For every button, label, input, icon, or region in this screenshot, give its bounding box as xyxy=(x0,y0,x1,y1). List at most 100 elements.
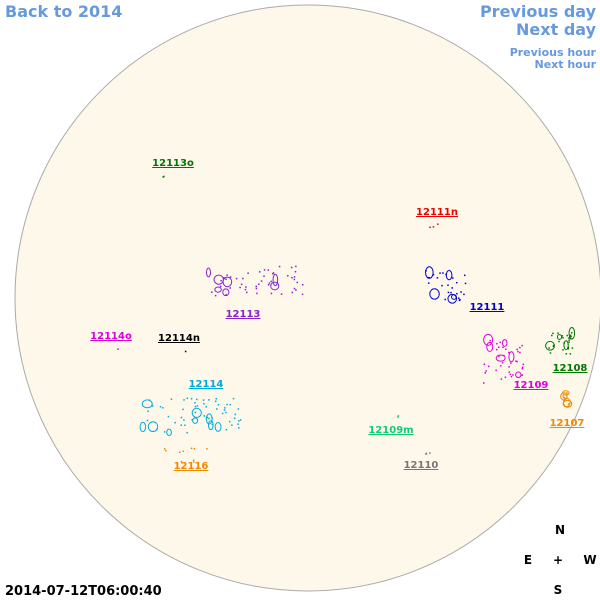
spot xyxy=(463,293,465,296)
spot xyxy=(459,298,461,301)
region-label[interactable]: 12109 xyxy=(514,380,549,391)
spot xyxy=(464,282,467,285)
spot xyxy=(489,339,491,342)
region-label[interactable]: 12114n xyxy=(158,333,200,344)
back-link[interactable]: Back to 2014 xyxy=(5,2,122,21)
region-label[interactable]: 12111 xyxy=(470,302,505,313)
spot xyxy=(159,405,162,408)
spot-contour xyxy=(214,286,222,293)
spot-contour xyxy=(556,334,563,340)
spot xyxy=(568,337,570,339)
compass-center: + xyxy=(553,553,563,567)
spot xyxy=(190,397,193,400)
region-label[interactable]: 12110 xyxy=(404,460,439,471)
spot xyxy=(496,342,498,345)
spot xyxy=(192,459,195,461)
spot-contour xyxy=(207,420,214,431)
spot xyxy=(552,345,555,348)
spot xyxy=(278,265,281,268)
spot xyxy=(205,406,207,408)
spot xyxy=(208,399,210,401)
spot xyxy=(225,278,227,280)
spot-contour xyxy=(562,390,570,396)
spot xyxy=(196,405,199,407)
compass-south: S xyxy=(554,583,563,597)
spot-contour xyxy=(568,326,576,340)
region-label[interactable]: 12108 xyxy=(553,363,588,374)
spot xyxy=(429,226,431,229)
spot xyxy=(291,291,294,294)
spot xyxy=(521,344,523,347)
spot xyxy=(170,398,173,400)
spot xyxy=(272,272,274,275)
spot xyxy=(551,334,553,337)
spot xyxy=(562,337,564,339)
spot xyxy=(483,363,486,365)
region-label[interactable]: 12116 xyxy=(174,461,209,472)
spot xyxy=(561,335,564,337)
spot xyxy=(566,392,568,394)
previous-hour-link[interactable]: Previous hour xyxy=(510,46,597,59)
spot xyxy=(499,365,502,367)
spot-contour xyxy=(445,270,453,281)
spot xyxy=(255,285,257,288)
spot xyxy=(221,412,224,415)
spot xyxy=(180,416,183,419)
previous-day-link[interactable]: Previous day xyxy=(480,2,597,21)
spot xyxy=(569,334,572,337)
spot xyxy=(563,400,566,402)
spot xyxy=(457,297,460,299)
spot xyxy=(512,374,514,376)
spot xyxy=(447,284,449,286)
spot xyxy=(163,448,166,450)
spot xyxy=(516,348,518,351)
spot xyxy=(502,346,504,348)
spot xyxy=(239,286,241,289)
spot xyxy=(549,352,552,354)
spot xyxy=(260,280,263,282)
next-day-link[interactable]: Next day xyxy=(516,20,597,39)
spot xyxy=(510,362,512,364)
spot xyxy=(432,226,435,228)
spot xyxy=(194,402,196,404)
spot xyxy=(234,413,237,416)
spot xyxy=(193,447,196,450)
next-hour-link[interactable]: Next hour xyxy=(535,58,597,71)
spot xyxy=(148,399,151,402)
spot xyxy=(245,291,248,294)
spot xyxy=(508,351,510,354)
spot-contour xyxy=(447,293,458,304)
region-label[interactable]: 12114o xyxy=(90,331,132,342)
spot xyxy=(151,405,154,407)
spot-contour xyxy=(451,294,457,300)
spot xyxy=(437,223,439,225)
spot xyxy=(186,397,189,400)
spot xyxy=(521,368,524,370)
spot xyxy=(263,275,265,278)
spot-contour xyxy=(495,354,506,362)
spot xyxy=(196,398,198,401)
spot xyxy=(225,411,227,414)
spot xyxy=(226,403,228,406)
region-label[interactable]: 12114 xyxy=(189,379,224,390)
region-label[interactable]: 12111n xyxy=(416,207,458,218)
spot xyxy=(147,410,149,412)
spot xyxy=(215,398,218,400)
spot xyxy=(484,372,486,374)
spot-contour xyxy=(515,371,522,379)
spot xyxy=(267,269,270,271)
spot xyxy=(293,287,296,290)
region-label[interactable]: 12113o xyxy=(152,158,194,169)
spot xyxy=(295,265,297,268)
spot xyxy=(567,346,570,349)
region-label[interactable]: 12109m xyxy=(368,425,413,436)
spot xyxy=(508,366,510,368)
region-label[interactable]: 12113 xyxy=(226,309,261,320)
spot xyxy=(425,270,427,272)
spot xyxy=(219,285,222,288)
region-label[interactable]: 12107 xyxy=(550,418,585,429)
spot xyxy=(548,347,550,349)
spot xyxy=(498,355,500,357)
spot xyxy=(458,299,461,302)
